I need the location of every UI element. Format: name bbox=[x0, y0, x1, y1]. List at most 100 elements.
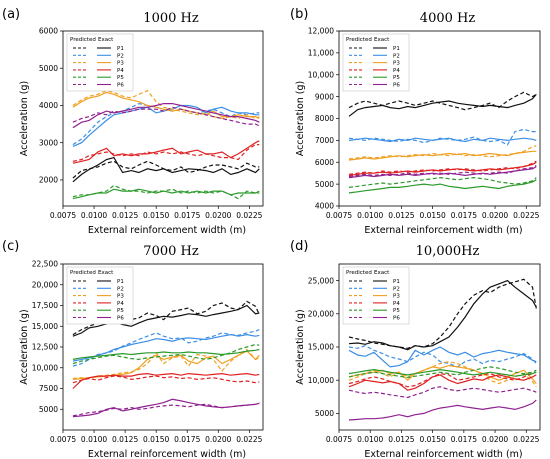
x-tick-label: 0.0125 bbox=[388, 211, 414, 220]
x-tick-label: 0.0100 bbox=[357, 435, 383, 444]
legend-exact-header: Exact bbox=[98, 37, 114, 43]
panel-label: (b) bbox=[290, 7, 308, 22]
x-axis-label: External reinforcement width (m) bbox=[364, 225, 522, 236]
x-tick-label: 0.0125 bbox=[112, 435, 138, 444]
series-p5-predicted-line bbox=[72, 184, 260, 200]
y-tick-label: 20,000 bbox=[32, 280, 58, 289]
y-tick-label: 12,500 bbox=[32, 343, 58, 352]
legend-label-p4: P4 bbox=[393, 301, 400, 307]
legend-exact-header: Exact bbox=[374, 270, 390, 276]
y-tick-label: 5000 bbox=[315, 180, 334, 189]
series-p4-exact-line bbox=[72, 372, 260, 389]
x-tick-label: 0.0200 bbox=[205, 211, 231, 220]
y-tick-label: 6000 bbox=[315, 158, 334, 167]
y-tick-label: 10,000 bbox=[308, 70, 334, 79]
panel-label: (d) bbox=[290, 239, 308, 254]
series-p4-exact-line bbox=[348, 374, 537, 391]
x-tick-label: 0.0175 bbox=[451, 435, 477, 444]
y-tick-label: 8000 bbox=[315, 114, 334, 123]
y-tick-label: 10,000 bbox=[308, 376, 334, 385]
y-tick-label: 7500 bbox=[39, 384, 58, 393]
y-tick-label: 2000 bbox=[39, 176, 58, 185]
x-tick-label: 0.0175 bbox=[174, 211, 200, 220]
legend-label-p3: P3 bbox=[117, 294, 124, 300]
series-p6-exact-line bbox=[348, 399, 537, 421]
series-p6-exact-line bbox=[348, 166, 537, 179]
legend-predicted-header: Predicted bbox=[70, 37, 96, 43]
y-tick-label: 17,500 bbox=[32, 301, 58, 310]
series-p3-exact-line bbox=[348, 150, 537, 161]
y-tick-label: 10,000 bbox=[32, 363, 58, 372]
chart-title: 7000 Hz bbox=[143, 244, 199, 259]
panel-a: (a) 1000 Hz 0.0075 0.0100 0.0125 0.0150 0.0175… bbox=[2, 7, 264, 236]
x-tick-label: 0.0100 bbox=[357, 211, 383, 220]
panel-label: (a) bbox=[2, 7, 20, 22]
x-tick-label: 0.0200 bbox=[482, 211, 508, 220]
panel-d: (d) 10,000Hz 0.0075 0.0100 0.0125 0.0150 0.017… bbox=[290, 239, 541, 459]
x-tick-label: 0.0100 bbox=[81, 435, 107, 444]
y-tick-label: 20,000 bbox=[308, 310, 334, 319]
series-p2-predicted-line bbox=[348, 345, 537, 368]
x-tick-label: 0.0075 bbox=[326, 435, 352, 444]
x-tick-label: 0.0225 bbox=[513, 435, 539, 444]
legend-exact-header: Exact bbox=[374, 37, 390, 43]
series-p2-predicted-line bbox=[348, 128, 537, 146]
y-axis-label: Acceleration (g) bbox=[19, 309, 30, 385]
series-p1-predicted-line bbox=[72, 160, 260, 179]
y-axis-label: Acceleration (g) bbox=[295, 309, 306, 385]
series-p6-predicted-line bbox=[72, 106, 260, 127]
y-tick-label: 3000 bbox=[39, 138, 58, 147]
series-p4-predicted-line bbox=[348, 371, 537, 388]
series-p1-exact-line bbox=[348, 94, 537, 117]
legend-label-p4: P4 bbox=[117, 68, 124, 74]
x-tick-label: 0.0175 bbox=[451, 211, 477, 220]
y-axis-label: Acceleration (g) bbox=[19, 81, 30, 157]
legend-label-p6: P6 bbox=[117, 316, 124, 322]
legend-label-p2: P2 bbox=[393, 286, 400, 292]
legend-label-p5: P5 bbox=[117, 75, 124, 81]
legend-predicted-header: Predicted bbox=[346, 37, 372, 43]
series-lines bbox=[72, 89, 260, 200]
series-p6-predicted-line bbox=[348, 164, 537, 178]
x-tick-label: 0.0225 bbox=[236, 211, 262, 220]
series-p5-exact-line bbox=[348, 368, 537, 377]
series-p2-predicted-line bbox=[72, 329, 260, 367]
legend-label-p1: P1 bbox=[117, 279, 124, 285]
series-p5-predicted-line bbox=[72, 343, 260, 365]
panel-c: (c) 7000 Hz 0.0075 0.0100 0.0125 0.0150 0.0175… bbox=[2, 239, 264, 459]
series-p3-predicted-line bbox=[72, 348, 260, 380]
y-tick-label: 15,000 bbox=[32, 322, 58, 331]
legend-label-p5: P5 bbox=[393, 75, 400, 81]
series-p1-predicted-line bbox=[348, 278, 537, 349]
series-p6-exact-line bbox=[72, 102, 260, 129]
y-axis-label: Acceleration (g) bbox=[295, 81, 306, 157]
x-tick-label: 0.0075 bbox=[50, 211, 76, 220]
series-p4-predicted-line bbox=[72, 144, 260, 162]
series-p4-predicted-line bbox=[348, 160, 537, 175]
series-p3-predicted-line bbox=[348, 145, 537, 160]
y-tick-label: 5000 bbox=[39, 405, 58, 414]
legend-predicted-header: Predicted bbox=[70, 270, 96, 276]
series-p1-predicted-line bbox=[348, 91, 537, 111]
y-tick-label: 4000 bbox=[315, 202, 334, 211]
x-tick-label: 0.0225 bbox=[236, 435, 262, 444]
y-tick-label: 5000 bbox=[39, 64, 58, 73]
x-tick-label: 0.0150 bbox=[420, 211, 446, 220]
series-p5-exact-line bbox=[72, 188, 260, 200]
legend-label-p4: P4 bbox=[393, 68, 400, 74]
legend-label-p1: P1 bbox=[393, 279, 400, 285]
legend-label-p6: P6 bbox=[393, 316, 400, 322]
series-p3-exact-line bbox=[72, 91, 260, 120]
legend-label-p1: P1 bbox=[117, 46, 124, 52]
x-tick-label: 0.0175 bbox=[174, 435, 200, 444]
x-axis-label: External reinforcement width (m) bbox=[364, 449, 522, 459]
x-tick-label: 0.0225 bbox=[513, 211, 539, 220]
series-lines bbox=[348, 91, 537, 194]
panel-label: (c) bbox=[2, 239, 19, 254]
chart-title: 10,000Hz bbox=[416, 244, 480, 259]
